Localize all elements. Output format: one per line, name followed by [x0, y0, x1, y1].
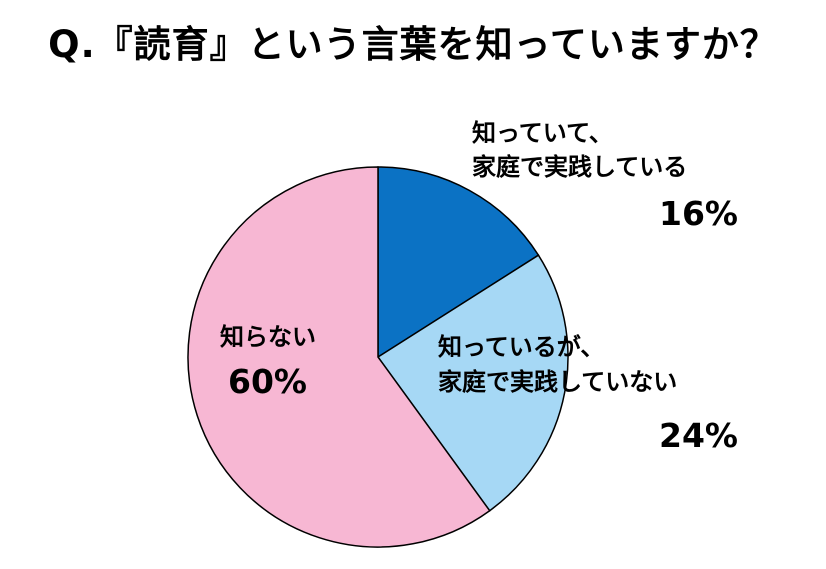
- pie-slice-dont-know: [187, 166, 491, 548]
- slice-label-know-practice-line2: 家庭で実践している: [472, 153, 687, 181]
- slice-label-dont-know: 知らない: [220, 323, 316, 351]
- slice-label-know-not-practice-line2: 家庭で実践していない: [438, 368, 677, 396]
- slice-label-know-practice-line1: 知っていて、: [472, 119, 613, 147]
- slice-value-dont-know: 60%: [228, 362, 307, 401]
- pie-slice-know-not-practice: [376, 254, 569, 512]
- slice-label-know-not-practice-line1: 知っているが、: [438, 333, 604, 361]
- pie-slices: [187, 166, 569, 548]
- chart-title: Q.『読育』という言葉を知っていますか？: [48, 23, 778, 66]
- pie-slice-know-practice: [377, 166, 540, 359]
- slice-value-know-practice: 16%: [659, 194, 738, 233]
- slice-value-know-not-practice: 24%: [659, 416, 738, 455]
